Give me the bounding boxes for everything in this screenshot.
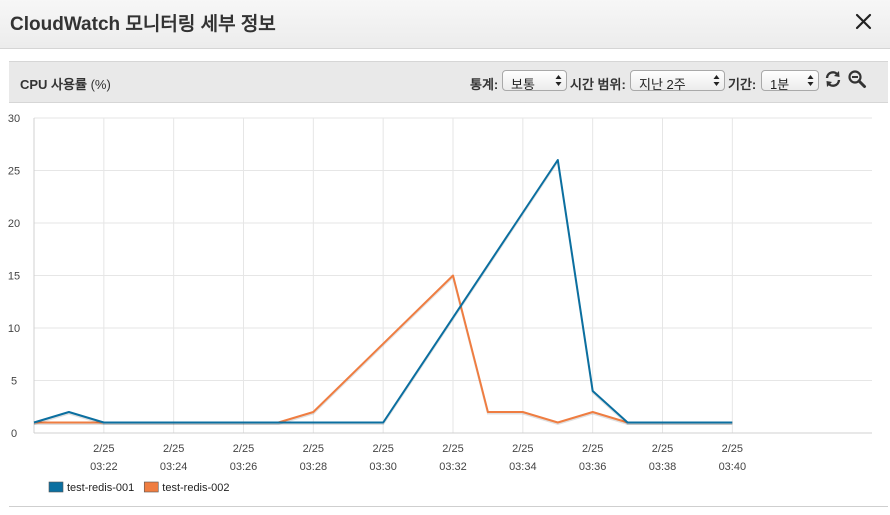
cpu-chart: 0 5 10 15 20 25 30 2/25 03:22 2/25 03:24 2/25 03:26 2… xyxy=(0,108,890,510)
statistic-select[interactable]: 보통 xyxy=(502,70,567,92)
x-tick-label-time: 03:40 xyxy=(719,461,747,473)
statistic-label: 통계: xyxy=(470,77,499,92)
x-tick-label-date: 2/25 xyxy=(372,443,393,455)
refresh-icon xyxy=(825,71,841,87)
x-tick-label-date: 2/25 xyxy=(442,443,463,455)
x-tick-label-time: 03:24 xyxy=(160,461,188,473)
select-arrows-icon xyxy=(555,75,562,86)
series-shadow-test-redis-002 xyxy=(34,275,733,426)
x-tick-label-date: 2/25 xyxy=(582,443,603,455)
series-line-test-redis-001 xyxy=(33,159,733,424)
x-tick-label-date: 2/25 xyxy=(233,443,254,455)
y-tick-label: 30 xyxy=(8,113,20,125)
y-tick-label: 25 xyxy=(8,166,20,178)
close-icon xyxy=(855,13,872,30)
x-tick-label-time: 03:26 xyxy=(230,461,258,473)
legend-swatch-test-redis-002 xyxy=(143,481,159,493)
x-tick-label-time: 03:22 xyxy=(90,461,118,473)
select-arrows-icon xyxy=(713,75,720,86)
zoom-out-icon xyxy=(848,70,866,88)
metric-title: CPU 사용률 (%) xyxy=(20,74,111,93)
y-tick-label: 15 xyxy=(8,271,20,283)
x-tick-label-date: 2/25 xyxy=(303,443,324,455)
legend-swatch-test-redis-001 xyxy=(48,481,64,493)
x-tick-label-date: 2/25 xyxy=(652,443,673,455)
select-arrows-icon xyxy=(807,75,814,86)
x-tick-label-time: 03:28 xyxy=(300,461,328,473)
x-tick-label-time: 03:30 xyxy=(369,461,397,473)
time-range-value: 지난 2주 xyxy=(639,77,686,92)
x-tick-label-date: 2/25 xyxy=(512,443,533,455)
metric-name: CPU 사용률 xyxy=(20,77,87,92)
period-label: 기간: xyxy=(728,77,757,92)
metric-unit: (%) xyxy=(90,77,111,92)
y-tick-label: 0 xyxy=(11,428,17,440)
legend-label: test-redis-001 xyxy=(67,482,134,494)
x-tick-label-time: 03:38 xyxy=(649,461,677,473)
statistic-value: 보통 xyxy=(511,77,535,92)
x-tick-label-time: 03:32 xyxy=(439,461,467,473)
time-range-label: 시간 범위: xyxy=(570,77,626,92)
period-value: 1분 xyxy=(770,77,790,92)
refresh-button[interactable] xyxy=(823,69,843,89)
cpu-line-chart: 0 5 10 15 20 25 30 2/25 03:22 2/25 03:24 2/25 03:26 2… xyxy=(8,113,872,494)
time-range-select[interactable]: 지난 2주 xyxy=(630,70,725,92)
metric-toolbar: CPU 사용률 (%) 통계: 보통 시간 범위: 지난 2주 기간: 1분 xyxy=(9,61,888,103)
modal-header: CloudWatch 모니터링 세부 정보 xyxy=(0,0,890,49)
y-tick-label: 5 xyxy=(11,376,17,388)
x-tick-label-time: 03:36 xyxy=(579,461,607,473)
y-tick-label: 20 xyxy=(8,218,20,230)
close-button[interactable] xyxy=(854,10,874,34)
x-tick-label-date: 2/25 xyxy=(163,443,184,455)
x-tick-label-date: 2/25 xyxy=(722,443,743,455)
x-tick-label-time: 03:34 xyxy=(509,461,537,473)
zoom-out-button[interactable] xyxy=(847,69,867,89)
bottom-divider xyxy=(9,506,888,507)
legend-label: test-redis-002 xyxy=(162,482,229,494)
series-line-test-redis-002 xyxy=(34,274,733,424)
modal-title: CloudWatch 모니터링 세부 정보 xyxy=(10,14,276,35)
period-select[interactable]: 1분 xyxy=(761,70,819,92)
x-tick-label-date: 2/25 xyxy=(93,443,114,455)
y-tick-label: 10 xyxy=(8,323,20,335)
